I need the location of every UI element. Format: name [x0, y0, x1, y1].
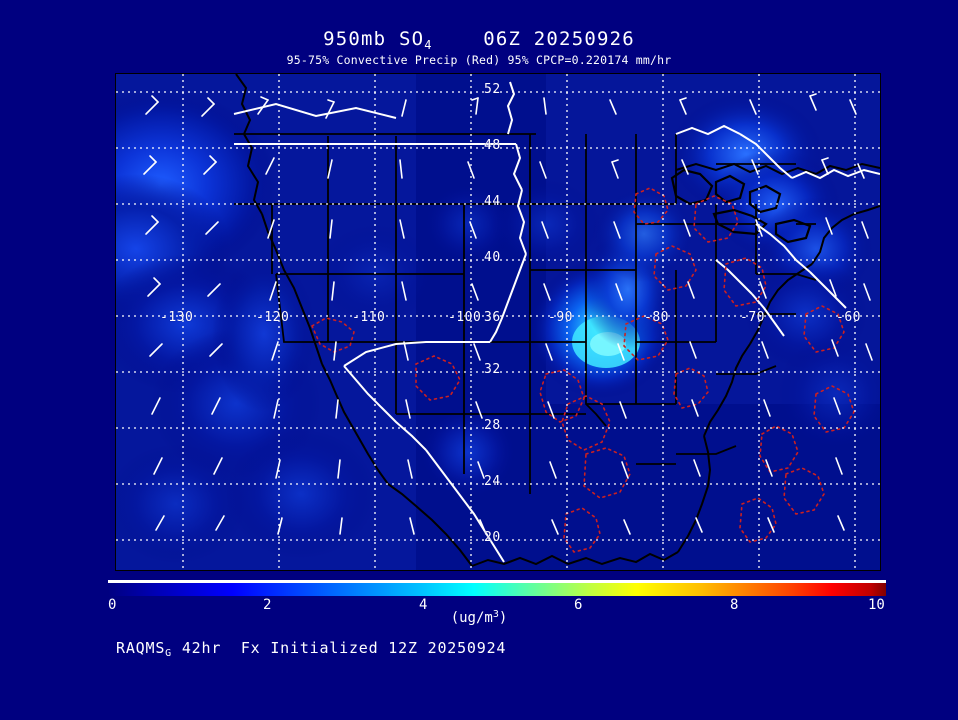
colorbar-tick-0: 0	[108, 597, 117, 613]
map-plot-area: -130 -120 -110 -100 -90 -80 -70 -60 52 4…	[115, 73, 881, 571]
lat-label-52: 52	[484, 82, 501, 97]
gridline-layer	[116, 74, 880, 570]
lon-label-130: -130	[160, 310, 194, 325]
map-svg	[116, 74, 880, 570]
lon-label-80: -80	[644, 310, 669, 325]
colorbar-units-tail: )	[498, 610, 508, 626]
lon-label-110: -110	[352, 310, 386, 325]
lat-label-44: 44	[484, 194, 501, 209]
plot-title: 950mb SO4 06Z 20250926	[0, 28, 958, 52]
lon-label-60: -60	[836, 310, 861, 325]
colorbar-tick-8: 8	[730, 597, 739, 613]
lon-label-100: -100	[448, 310, 482, 325]
lon-label-70: -70	[740, 310, 765, 325]
model-run-caption: RAQMSG 42hr Fx Initialized 12Z 20250924	[116, 639, 506, 659]
lat-label-32: 32	[484, 362, 501, 377]
convective-precip-contour-layer	[310, 187, 855, 553]
plot-title-level: 950mb	[323, 28, 387, 50]
lat-label-20: 20	[484, 530, 501, 545]
plot-title-species: SO	[398, 28, 425, 50]
colorbar-top-rule	[108, 580, 886, 583]
lat-label-36: 36	[484, 310, 501, 325]
lat-label-48: 48	[484, 138, 501, 153]
colorbar-units-exponent: 3	[492, 609, 499, 620]
colorbar-tick-4: 4	[419, 597, 428, 613]
so4-concentration-field	[116, 89, 880, 564]
lat-label-24: 24	[484, 474, 501, 489]
lat-label-28: 28	[484, 418, 501, 433]
plot-title-validtime: 06Z 20250926	[483, 28, 635, 50]
colorbar-units-label: (ug/m3)	[0, 609, 958, 626]
colorbar-tick-10: 10	[868, 597, 885, 613]
colorbar-tick-6: 6	[574, 597, 583, 613]
model-name: RAQMS	[116, 639, 166, 657]
plot-subtitle: 95-75% Convective Precip (Red) 95% CPCP=…	[286, 53, 672, 67]
colorbar	[108, 580, 886, 596]
forecast-lead: 42hr	[181, 639, 222, 657]
lat-label-40: 40	[484, 250, 501, 265]
wind-barb-layer	[143, 93, 873, 535]
lon-label-90: -90	[548, 310, 573, 325]
colorbar-gradient	[108, 583, 886, 596]
colorbar-tick-2: 2	[263, 597, 272, 613]
lon-label-120: -120	[256, 310, 290, 325]
plot-title-species-subscript: 4	[424, 38, 433, 52]
forecast-init: Fx Initialized 12Z 20250924	[240, 639, 507, 657]
model-name-subscript: G	[165, 648, 172, 659]
colorbar-units-head: (ug/m	[450, 610, 493, 626]
